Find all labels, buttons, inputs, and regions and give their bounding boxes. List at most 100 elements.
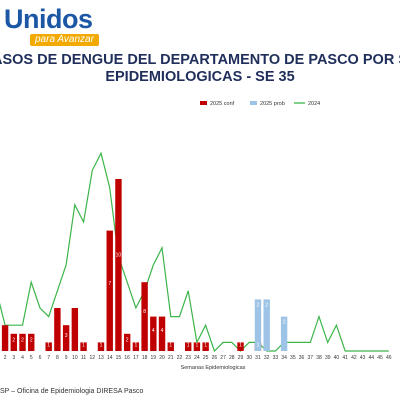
chart-title-line-2: EPIDEMIOLOGICAS - SE 35 (105, 69, 295, 85)
x-tick-41: 41 (342, 355, 348, 361)
data-label-conf-21: 1 (169, 342, 172, 348)
bar-conf-25 (202, 342, 209, 351)
x-tick-40: 40 (334, 355, 340, 361)
x-tick-26: 26 (212, 355, 218, 361)
bar-conf-8 (54, 308, 61, 351)
data-label-conf-19: 4 (152, 328, 155, 334)
bar-conf-21 (167, 342, 174, 351)
bar-conf-15 (115, 179, 122, 351)
x-tick-14: 14 (107, 355, 113, 361)
logo-tagline: para Avanzar (30, 34, 99, 46)
x-tick-46: 46 (386, 355, 392, 361)
bar-conf-13 (97, 342, 105, 351)
x-tick-4: 4 (21, 355, 24, 361)
data-label-conf-9: 3 (65, 333, 68, 339)
x-tick-27: 27 (220, 355, 226, 361)
bar-layer (1, 179, 288, 351)
x-tick-11: 11 (81, 355, 86, 361)
data-label-conf-20: 4 (161, 328, 164, 334)
data-label-conf-5: 2 (30, 338, 33, 344)
legend: 2025 conf 2025 prob 2024 (200, 101, 320, 107)
x-tick-25: 25 (203, 355, 209, 361)
logo: Unidos para Avanzar (0, 4, 110, 46)
x-tick-23: 23 (185, 355, 191, 361)
x-tick-16: 16 (124, 355, 130, 361)
legend-label-2: 2024 (308, 101, 320, 107)
x-tick-39: 39 (325, 355, 331, 361)
data-label-conf-7: 1 (47, 342, 50, 348)
chart-title-line-1: ASOS DE DENGUE DEL DEPARTAMENTO DE PASCO… (0, 52, 400, 68)
bar-conf-24 (193, 342, 201, 351)
bar-prob-34 (280, 316, 288, 351)
legend-label-0: 2025 conf (210, 101, 235, 107)
logo-brand: Unidos (4, 4, 93, 34)
x-tick-7: 7 (47, 355, 50, 361)
data-label-conf-13: 1 (100, 342, 103, 348)
bar-conf-17 (132, 342, 140, 351)
x-tick-44: 44 (369, 355, 375, 361)
bar-conf-23 (185, 342, 192, 351)
bar-conf-19 (150, 316, 157, 351)
x-tick-6: 6 (39, 355, 42, 361)
x-tick-19: 19 (151, 355, 157, 361)
data-label-conf-16: 2 (126, 338, 129, 344)
bar-conf-5 (28, 333, 35, 351)
x-tick-layer: 2 3 4 5 6 7 8 9 10 11 12 13 14 15 16 17 18 19 20 21 22 23 24 25… (4, 355, 392, 361)
x-tick-37: 37 (307, 355, 313, 361)
x-tick-36: 36 (299, 355, 305, 361)
data-label-conf-25: 1 (204, 342, 207, 348)
bar-prob-32 (263, 299, 270, 351)
x-tick-13: 13 (98, 355, 104, 361)
x-tick-12: 12 (89, 355, 95, 361)
bar-conf-2 (1, 325, 9, 351)
x-tick-28: 28 (229, 355, 235, 361)
bar-conf-11 (80, 342, 87, 351)
line-layer (0, 151, 389, 353)
x-tick-8: 8 (56, 355, 59, 361)
bar-conf-4 (19, 333, 26, 351)
bar-conf-9 (62, 325, 70, 351)
x-tick-17: 17 (133, 355, 139, 361)
series-line-2024 (0, 151, 389, 353)
footer-source: SP – Oficina de Epidemiologia DIRESA Pas… (0, 388, 144, 395)
x-tick-45: 45 (377, 355, 383, 361)
x-tick-42: 42 (351, 355, 357, 361)
data-label-prob-34: 2 (283, 320, 286, 326)
data-label-prob-31: 2 (257, 302, 260, 308)
bar-conf-14 (106, 230, 113, 351)
bar-conf-29 (237, 342, 244, 351)
x-tick-15: 15 (116, 355, 122, 361)
x-tick-22: 22 (177, 355, 183, 361)
legend-swatch-0 (200, 101, 207, 105)
bar-conf-18 (141, 282, 148, 351)
x-tick-35: 35 (290, 355, 296, 361)
data-label-conf-11: 1 (82, 342, 85, 348)
x-tick-34: 34 (281, 355, 287, 361)
data-label-conf-17: 1 (134, 342, 137, 348)
x-axis-label: Semanas Epidemiologicas (181, 365, 246, 371)
data-label-conf-3: 2 (12, 338, 15, 344)
x-tick-2: 2 (4, 355, 7, 361)
x-tick-3: 3 (12, 355, 15, 361)
chart-title: ASOS DE DENGUE DEL DEPARTAMENTO DE PASCO… (0, 52, 400, 86)
bar-conf-20 (158, 316, 166, 351)
x-tick-31: 31 (255, 355, 261, 361)
data-label-conf-4: 2 (21, 338, 24, 344)
x-tick-43: 43 (360, 355, 366, 361)
x-tick-29: 29 (238, 355, 244, 361)
x-tick-33: 33 (273, 355, 279, 361)
bar-prob-31 (254, 299, 262, 351)
x-tick-32: 32 (264, 355, 270, 361)
x-tick-18: 18 (142, 355, 148, 361)
data-label-conf-18: 8 (143, 309, 146, 315)
x-tick-5: 5 (30, 355, 33, 361)
x-tick-24: 24 (194, 355, 200, 361)
data-label-conf-29: 1 (239, 342, 242, 348)
bar-conf-3 (10, 333, 17, 351)
bar-conf-10 (71, 308, 79, 351)
data-label-prob-32: 2 (265, 302, 268, 308)
data-label-conf-31: 1 (257, 342, 260, 348)
legend-label-1: 2025 prob (260, 101, 285, 107)
